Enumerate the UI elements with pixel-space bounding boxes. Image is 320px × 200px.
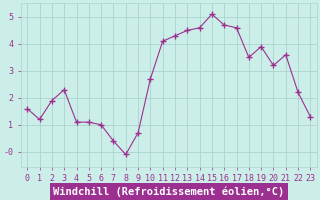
- X-axis label: Windchill (Refroidissement éolien,°C): Windchill (Refroidissement éolien,°C): [53, 186, 284, 197]
